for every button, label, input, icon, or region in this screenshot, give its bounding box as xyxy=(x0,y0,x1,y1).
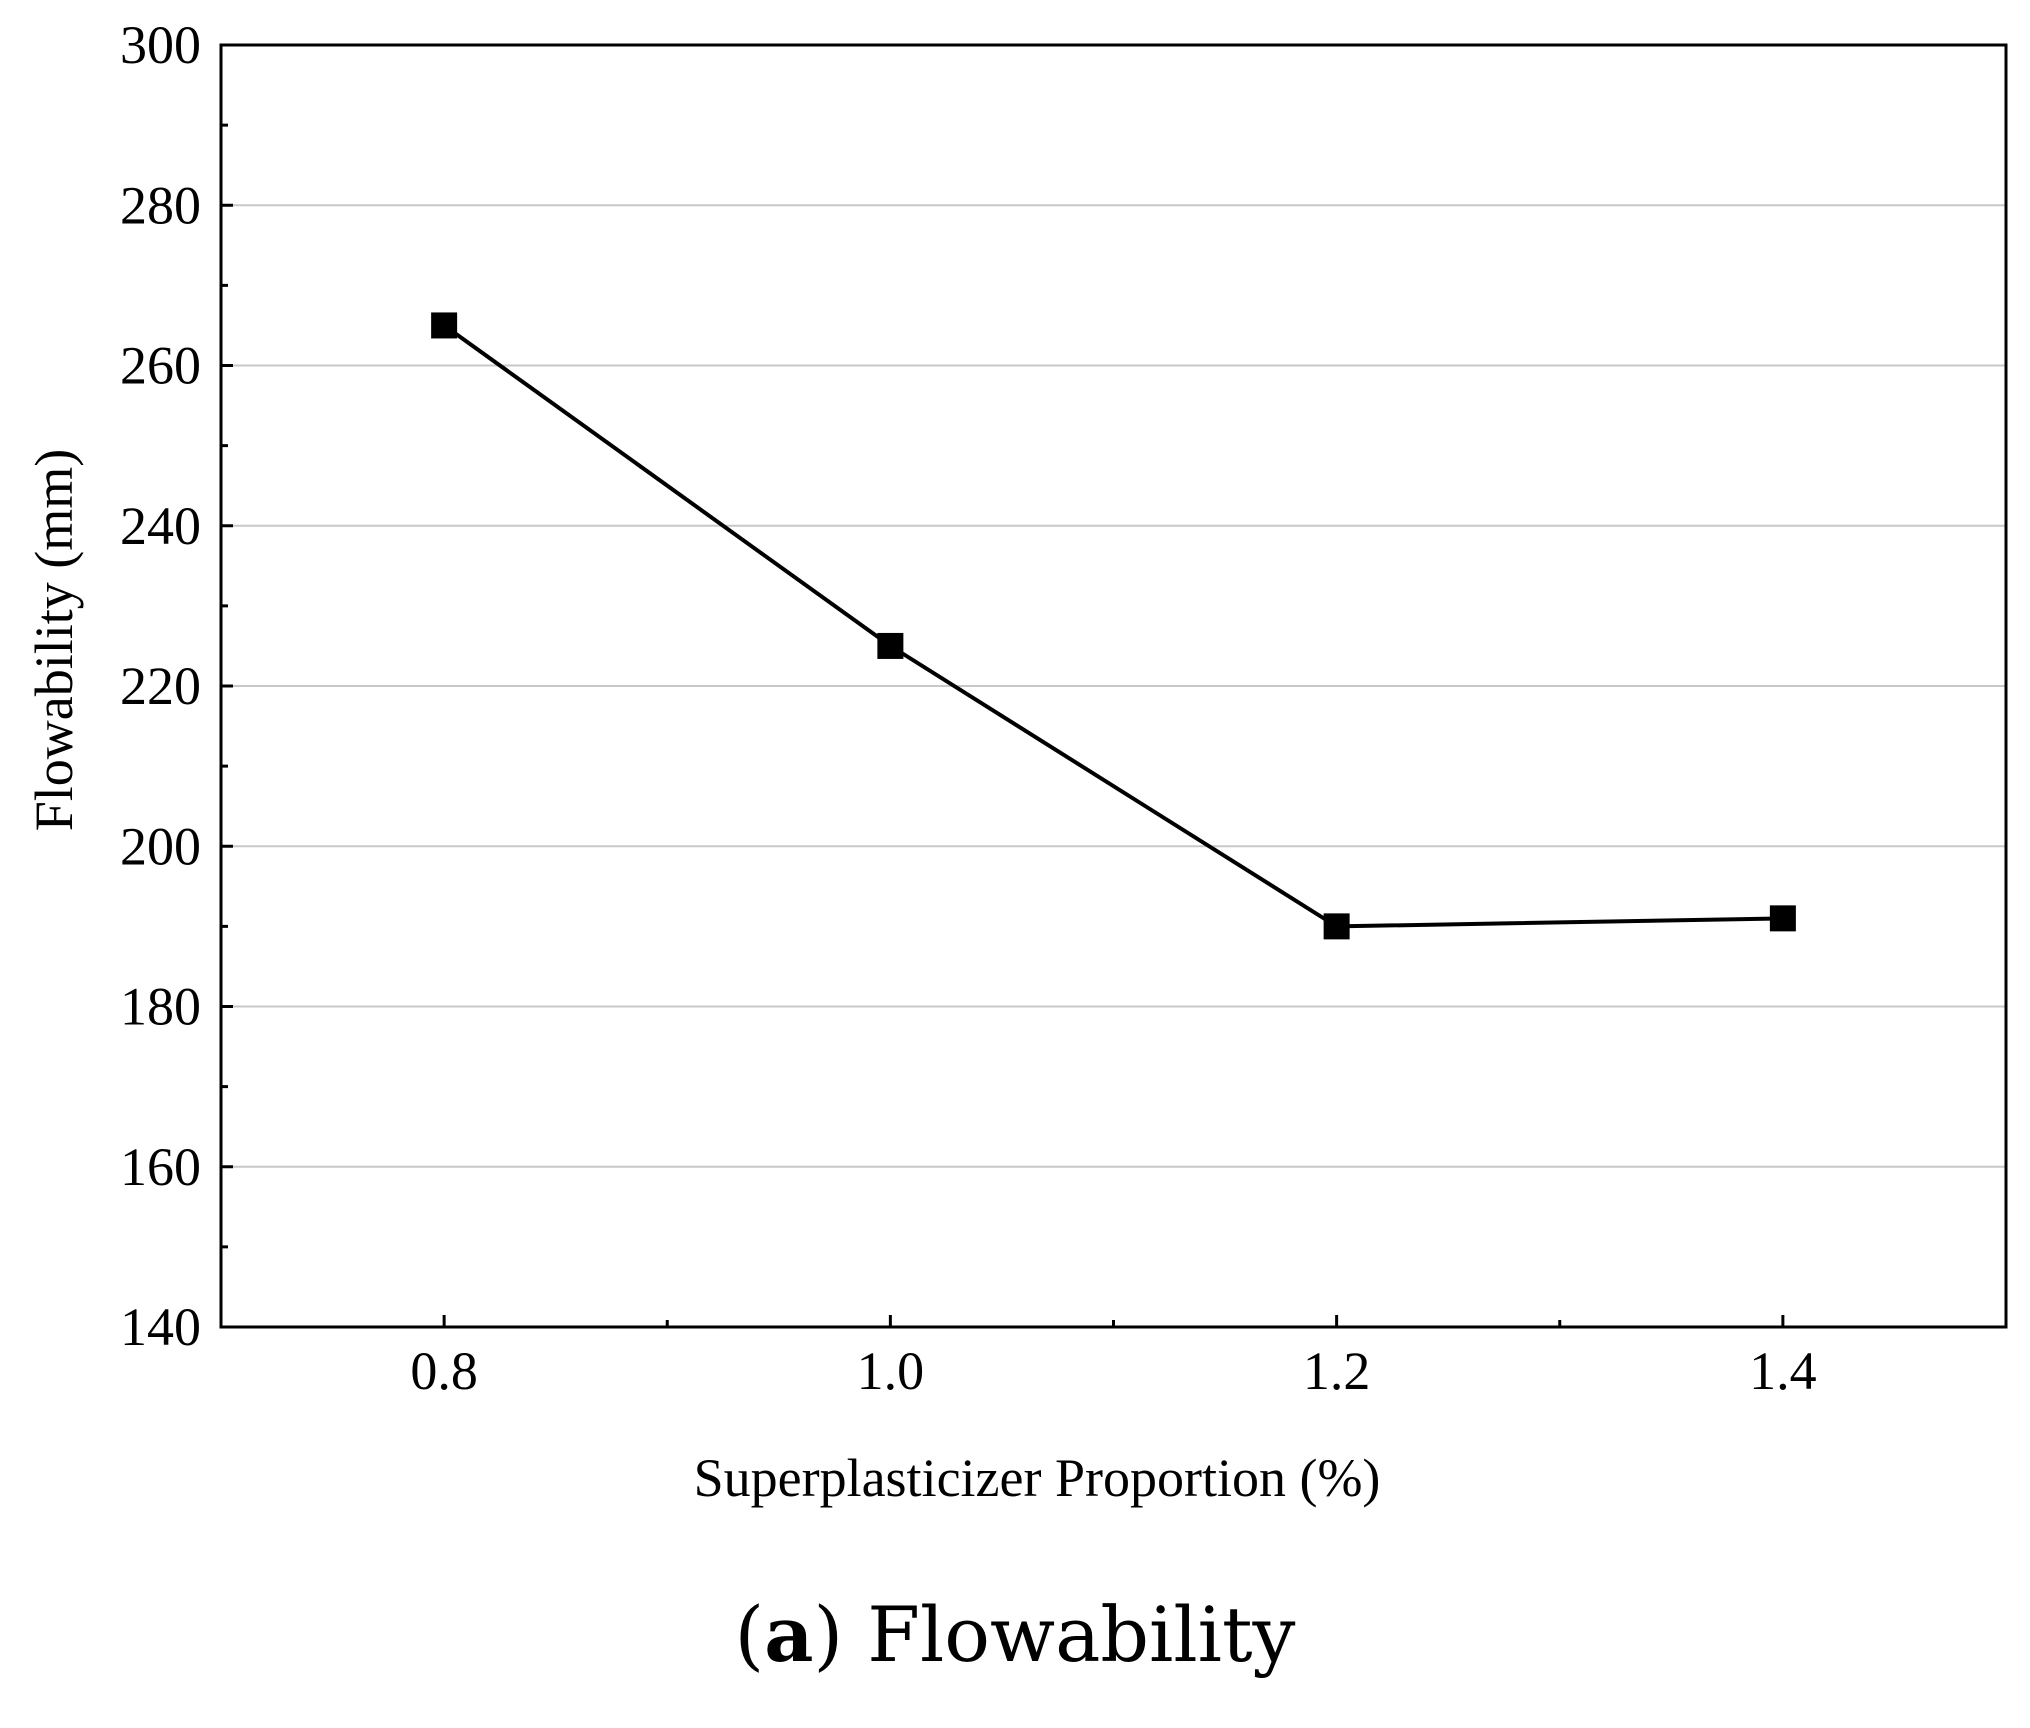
data-point-marker xyxy=(877,632,904,659)
data-series xyxy=(431,312,1796,940)
grid-lines xyxy=(221,204,2006,1168)
series-line-0 xyxy=(442,323,1783,929)
x-tick-label: 0.8 xyxy=(410,1341,478,1401)
y-tick-label: 180 xyxy=(120,977,201,1037)
y-tick-label: 140 xyxy=(120,1297,201,1357)
y-tick-label: 200 xyxy=(120,816,201,876)
y-tick-label: 220 xyxy=(120,656,201,716)
ticks: 140 160 180 200 220 240 260 280 300 0.8 1.0 1.2 1.4 xyxy=(120,15,1817,1401)
y-tick-label: 240 xyxy=(120,496,201,556)
caption-text: Flowability xyxy=(843,1590,1296,1679)
data-point-marker xyxy=(1323,913,1350,940)
y-axis-title: Flowability (mm) xyxy=(24,449,84,831)
x-tick-label: 1.2 xyxy=(1303,1341,1371,1401)
caption-close-paren: ) xyxy=(813,1590,844,1679)
x-tick-label: 1.4 xyxy=(1749,1341,1817,1401)
data-point-marker xyxy=(1769,905,1796,932)
x-axis-title: Superplasticizer Proportion (%) xyxy=(694,1448,1381,1508)
caption-open-paren: ( xyxy=(734,1590,765,1679)
caption-letter: a xyxy=(764,1590,814,1679)
y-tick-label: 160 xyxy=(120,1137,201,1197)
figure-caption: (a) Flowability xyxy=(0,1590,2030,1679)
y-tick-label: 260 xyxy=(120,336,201,396)
data-point-marker xyxy=(431,312,458,339)
x-tick-label: 1.0 xyxy=(857,1341,925,1401)
y-tick-label: 280 xyxy=(120,175,201,235)
y-tick-label: 300 xyxy=(120,15,201,75)
